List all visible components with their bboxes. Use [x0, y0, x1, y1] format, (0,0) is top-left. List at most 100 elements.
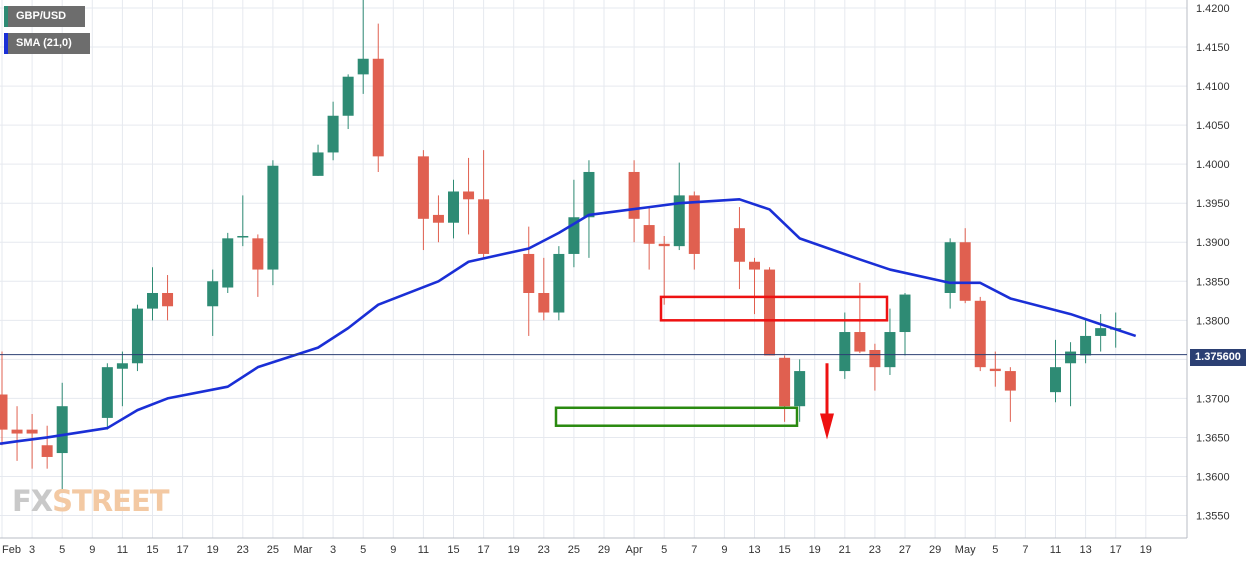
candle-body [688, 195, 700, 254]
x-tick-label: 3 [29, 544, 35, 556]
candle-body [237, 235, 249, 238]
candle-body [116, 363, 128, 369]
candle-body [342, 76, 354, 116]
x-tick-label: 5 [360, 544, 366, 556]
candle-body [583, 171, 595, 218]
x-tick-label: 19 [809, 544, 821, 556]
candle-body [989, 368, 1001, 372]
logo-part-fx: FX [12, 484, 53, 518]
y-tick-label: 1.3850 [1196, 276, 1230, 288]
sma-label: SMA (21,0) [16, 37, 72, 49]
candle-body [131, 308, 143, 364]
y-tick-label: 1.3800 [1196, 315, 1230, 327]
candle-body [41, 445, 53, 457]
candle-body [267, 165, 279, 270]
candle-body [101, 367, 113, 418]
x-tick-label: 15 [146, 544, 158, 556]
candle-body [478, 199, 490, 254]
x-tick-label: 5 [59, 544, 65, 556]
x-tick-label: 17 [176, 544, 188, 556]
down-arrow-head [820, 413, 834, 440]
x-tick-label: 11 [1050, 544, 1061, 556]
x-tick-label: Mar [294, 544, 313, 556]
candle-body [779, 357, 791, 407]
x-tick-label: 13 [1079, 544, 1091, 556]
candle-body [448, 191, 459, 223]
y-tick-label: 1.4150 [1196, 42, 1230, 54]
symbol-legend[interactable]: GBP/USD [4, 6, 85, 27]
x-tick-label: 17 [477, 544, 489, 556]
y-tick-label: 1.4200 [1196, 3, 1230, 15]
x-tick-label: 13 [748, 544, 760, 556]
candle-body [1065, 351, 1077, 364]
x-tick-label: 23 [869, 544, 881, 556]
candle-body [643, 225, 655, 244]
x-tick-label: 17 [1110, 544, 1122, 556]
candle-body [764, 269, 776, 356]
x-tick-label: 15 [778, 544, 790, 556]
candle-body [1095, 328, 1107, 336]
candle-body [463, 191, 475, 200]
candle-body [417, 156, 429, 219]
y-tick-label: 1.4000 [1196, 159, 1230, 171]
x-tick-label: 25 [267, 544, 279, 556]
x-tick-label: 7 [1022, 544, 1028, 556]
candle-body [749, 261, 760, 270]
candle-body [869, 349, 881, 368]
candle-body [312, 152, 324, 176]
x-tick-label: 23 [538, 544, 550, 556]
x-tick-label: 9 [721, 544, 727, 556]
y-tick-label: 1.3700 [1196, 393, 1230, 405]
x-tick-label: 19 [1140, 544, 1152, 556]
candle-body [959, 242, 971, 301]
x-tick-label: 23 [237, 544, 249, 556]
candle-body [222, 238, 234, 288]
x-tick-label: 5 [992, 544, 998, 556]
current-price-badge: 1.375600 [1190, 349, 1246, 366]
x-tick-label: 25 [568, 544, 580, 556]
candle-body [207, 281, 219, 307]
x-tick-label: 29 [929, 544, 941, 556]
x-tick-label: 19 [207, 544, 219, 556]
x-tick-label: 11 [418, 544, 429, 556]
x-tick-label: 3 [330, 544, 336, 556]
resistance-box [659, 295, 889, 322]
candle-body [147, 292, 158, 309]
candle-body [56, 406, 68, 454]
candle-body [568, 217, 580, 254]
candle-body [26, 429, 38, 434]
x-tick-label: 27 [899, 544, 911, 556]
y-tick-label: 1.3650 [1196, 432, 1230, 444]
candle-body [733, 228, 745, 262]
candle-body [252, 238, 264, 270]
x-tick-label: 19 [508, 544, 520, 556]
y-tick-label: 1.3900 [1196, 237, 1230, 249]
x-tick-label: Apr [626, 544, 643, 556]
x-tick-label: 29 [598, 544, 610, 556]
candle-body [432, 214, 444, 223]
x-tick-label: 21 [839, 544, 851, 556]
y-tick-label: 1.4050 [1196, 120, 1230, 132]
support-box [554, 406, 799, 427]
candle-body [794, 371, 806, 407]
symbol-label: GBP/USD [16, 10, 67, 22]
candle-body [1050, 367, 1061, 393]
y-tick-label: 1.3950 [1196, 198, 1230, 210]
candle-body [673, 195, 685, 247]
candle-body [944, 242, 956, 293]
logo-part-street: STREET [52, 484, 169, 518]
x-tick-label: Feb [2, 544, 21, 556]
sma-color-swatch [4, 33, 8, 54]
y-tick-label: 1.3550 [1196, 511, 1230, 523]
candle-body [839, 332, 851, 372]
x-tick-label: 15 [447, 544, 459, 556]
candle-body [327, 115, 339, 153]
y-tick-label: 1.4100 [1196, 81, 1230, 93]
y-tick-label: 1.3600 [1196, 471, 1230, 483]
candle-body [974, 300, 986, 368]
candle-body [1004, 371, 1016, 391]
candle-body [628, 171, 640, 219]
x-tick-label: May [955, 544, 976, 556]
sma-legend[interactable]: SMA (21,0) [4, 33, 90, 54]
